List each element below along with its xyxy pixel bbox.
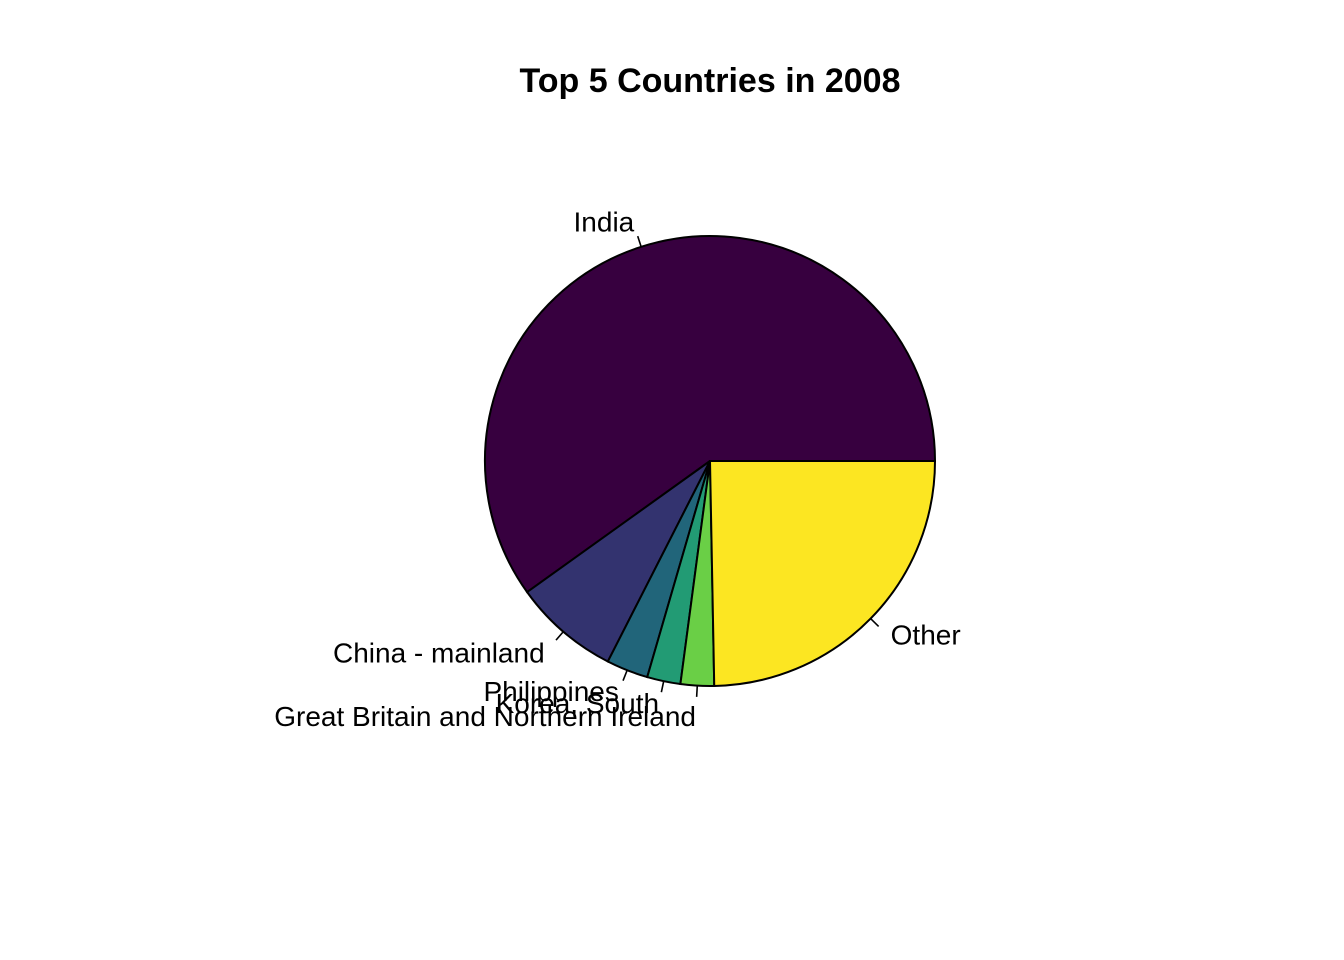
pie-slice-china-mainland	[525, 460, 711, 663]
slice-label: China - mainland	[333, 638, 545, 669]
slice-label: Other	[891, 619, 961, 650]
label-ticks	[555, 235, 880, 697]
slice-label: Korea, South	[496, 688, 659, 719]
chart-title: Top 5 Countries in 2008	[519, 62, 900, 100]
label-tick	[695, 685, 699, 697]
slice-label: Philippines	[483, 676, 618, 707]
label-tick	[622, 669, 628, 681]
slice-label: Great Britain and Northern Ireland	[274, 701, 696, 732]
slice-label: India	[574, 206, 635, 237]
pie-slice-other	[708, 460, 937, 687]
label-tick	[555, 631, 564, 641]
label-tick	[636, 235, 642, 248]
pie-slices	[484, 235, 937, 687]
label-tick	[660, 681, 665, 693]
label-tick	[870, 618, 880, 628]
